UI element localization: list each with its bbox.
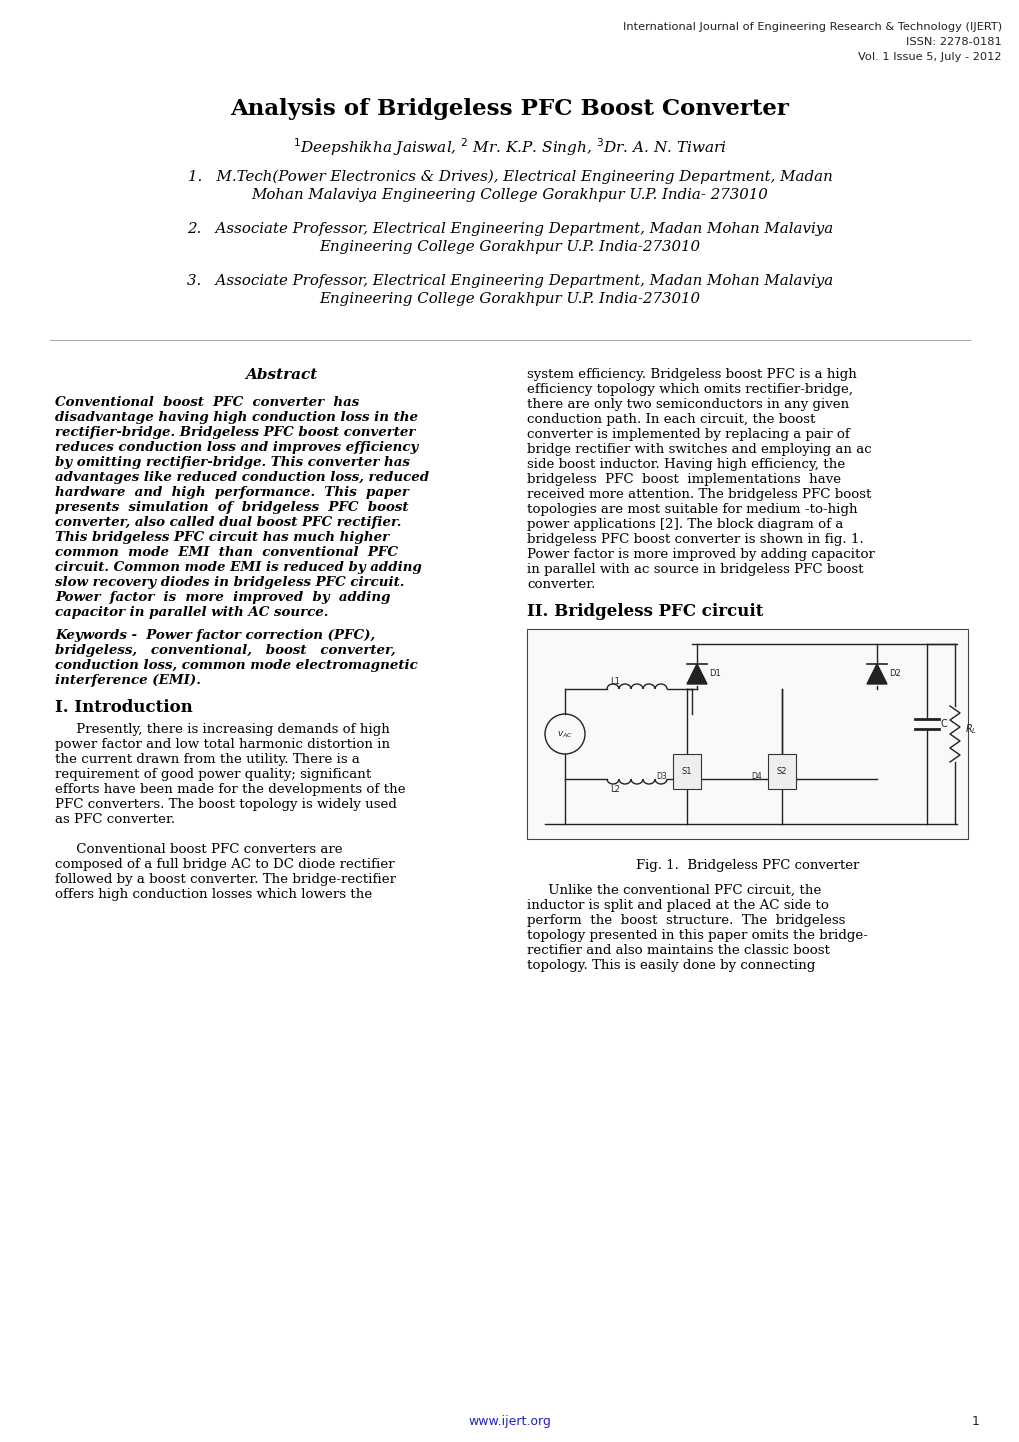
Text: conduction loss, common mode electromagnetic: conduction loss, common mode electromagn… bbox=[55, 659, 418, 672]
Text: 2.   Associate Professor, Electrical Engineering Department, Madan Mohan Malaviy: 2. Associate Professor, Electrical Engin… bbox=[186, 222, 833, 236]
Text: Vol. 1 Issue 5, July - 2012: Vol. 1 Issue 5, July - 2012 bbox=[858, 52, 1001, 62]
Text: Engineering College Gorakhpur U.P. India-273010: Engineering College Gorakhpur U.P. India… bbox=[319, 291, 700, 306]
Text: D4: D4 bbox=[751, 771, 761, 782]
Text: received more attention. The bridgeless PFC boost: received more attention. The bridgeless … bbox=[527, 487, 870, 500]
Text: converter.: converter. bbox=[527, 578, 595, 591]
Text: Analysis of Bridgeless PFC Boost Converter: Analysis of Bridgeless PFC Boost Convert… bbox=[230, 98, 789, 120]
Text: Power factor is more improved by adding capacitor: Power factor is more improved by adding … bbox=[527, 548, 874, 561]
Text: C: C bbox=[941, 720, 947, 730]
Text: $R_L$: $R_L$ bbox=[964, 722, 976, 735]
Text: Fig. 1.  Bridgeless PFC converter: Fig. 1. Bridgeless PFC converter bbox=[635, 859, 858, 872]
Text: followed by a boost converter. The bridge-rectifier: followed by a boost converter. The bridg… bbox=[55, 872, 395, 885]
Text: L1: L1 bbox=[609, 676, 620, 686]
Text: reduces conduction loss and improves efficiency: reduces conduction loss and improves eff… bbox=[55, 441, 418, 454]
Text: L2: L2 bbox=[609, 784, 620, 795]
Text: 1: 1 bbox=[971, 1415, 979, 1428]
Text: topology. This is easily done by connecting: topology. This is easily done by connect… bbox=[527, 959, 814, 972]
Text: Unlike the conventional PFC circuit, the: Unlike the conventional PFC circuit, the bbox=[527, 884, 820, 897]
Text: circuit. Common mode EMI is reduced by adding: circuit. Common mode EMI is reduced by a… bbox=[55, 561, 422, 574]
Text: topologies are most suitable for medium -to-high: topologies are most suitable for medium … bbox=[527, 503, 857, 516]
Text: rectifier and also maintains the classic boost: rectifier and also maintains the classic… bbox=[527, 945, 829, 957]
Text: $v_{AC}$: $v_{AC}$ bbox=[556, 730, 573, 740]
Text: Conventional  boost  PFC  converter  has: Conventional boost PFC converter has bbox=[55, 397, 359, 410]
Text: presents  simulation  of  bridgeless  PFC  boost: presents simulation of bridgeless PFC bo… bbox=[55, 500, 408, 513]
Polygon shape bbox=[687, 663, 706, 684]
Text: Conventional boost PFC converters are: Conventional boost PFC converters are bbox=[55, 844, 342, 857]
Text: power factor and low total harmonic distortion in: power factor and low total harmonic dist… bbox=[55, 738, 389, 751]
Text: advantages like reduced conduction loss, reduced: advantages like reduced conduction loss,… bbox=[55, 472, 429, 485]
Text: D3: D3 bbox=[655, 771, 666, 782]
Text: Power  factor  is  more  improved  by  adding: Power factor is more improved by adding bbox=[55, 591, 390, 604]
Text: by omitting rectifier-bridge. This converter has: by omitting rectifier-bridge. This conve… bbox=[55, 456, 410, 469]
Text: side boost inductor. Having high efficiency, the: side boost inductor. Having high efficie… bbox=[527, 459, 845, 472]
Text: offers high conduction losses which lowers the: offers high conduction losses which lowe… bbox=[55, 888, 372, 901]
Text: inductor is split and placed at the AC side to: inductor is split and placed at the AC s… bbox=[527, 898, 828, 911]
Text: in parallel with ac source in bridgeless PFC boost: in parallel with ac source in bridgeless… bbox=[527, 562, 863, 575]
Text: Mohan Malaviya Engineering College Gorakhpur U.P. India- 273010: Mohan Malaviya Engineering College Gorak… bbox=[252, 187, 767, 202]
Text: bridgeless PFC boost converter is shown in fig. 1.: bridgeless PFC boost converter is shown … bbox=[527, 534, 863, 547]
Text: capacitor in parallel with AC source.: capacitor in parallel with AC source. bbox=[55, 606, 328, 619]
Text: S2: S2 bbox=[776, 767, 787, 776]
Text: there are only two semiconductors in any given: there are only two semiconductors in any… bbox=[527, 398, 849, 411]
Text: PFC converters. The boost topology is widely used: PFC converters. The boost topology is wi… bbox=[55, 797, 396, 810]
Text: Abstract: Abstract bbox=[245, 368, 317, 382]
Text: bridgeless,   conventional,   boost   converter,: bridgeless, conventional, boost converte… bbox=[55, 645, 395, 658]
Text: I. Introduction: I. Introduction bbox=[55, 699, 193, 717]
Text: converter, also called dual boost PFC rectifier.: converter, also called dual boost PFC re… bbox=[55, 516, 401, 529]
Text: system efficiency. Bridgeless boost PFC is a high: system efficiency. Bridgeless boost PFC … bbox=[527, 368, 856, 381]
Text: converter is implemented by replacing a pair of: converter is implemented by replacing a … bbox=[527, 428, 849, 441]
Text: hardware  and  high  performance.  This  paper: hardware and high performance. This pape… bbox=[55, 486, 409, 499]
Text: efficiency topology which omits rectifier-bridge,: efficiency topology which omits rectifie… bbox=[527, 384, 852, 397]
Polygon shape bbox=[866, 663, 887, 684]
Text: conduction path. In each circuit, the boost: conduction path. In each circuit, the bo… bbox=[527, 412, 815, 425]
Text: 1.   M.Tech(Power Electronics & Drives), Electrical Engineering Department, Mada: 1. M.Tech(Power Electronics & Drives), E… bbox=[187, 170, 832, 185]
Text: rectifier-bridge. Bridgeless PFC boost converter: rectifier-bridge. Bridgeless PFC boost c… bbox=[55, 425, 415, 438]
Text: power applications [2]. The block diagram of a: power applications [2]. The block diagra… bbox=[527, 518, 843, 531]
Text: efforts have been made for the developments of the: efforts have been made for the developme… bbox=[55, 783, 406, 796]
Text: International Journal of Engineering Research & Technology (IJERT): International Journal of Engineering Res… bbox=[623, 22, 1001, 32]
Text: common  mode  EMI  than  conventional  PFC: common mode EMI than conventional PFC bbox=[55, 547, 397, 559]
Text: perform  the  boost  structure.  The  bridgeless: perform the boost structure. The bridgel… bbox=[527, 914, 845, 927]
Text: D2: D2 bbox=[889, 669, 900, 679]
Text: ISSN: 2278-0181: ISSN: 2278-0181 bbox=[905, 37, 1001, 48]
Text: Keywords -  Power factor correction (PFC),: Keywords - Power factor correction (PFC)… bbox=[55, 629, 375, 642]
Bar bbox=[673, 754, 700, 789]
Text: requirement of good power quality; significant: requirement of good power quality; signi… bbox=[55, 769, 371, 782]
Text: bridge rectifier with switches and employing an ac: bridge rectifier with switches and emplo… bbox=[527, 443, 871, 456]
Bar bbox=[767, 754, 795, 789]
Bar bbox=[527, 629, 967, 839]
Text: D1: D1 bbox=[708, 669, 720, 679]
Text: as PFC converter.: as PFC converter. bbox=[55, 813, 175, 826]
Text: interference (EMI).: interference (EMI). bbox=[55, 673, 201, 686]
Text: www.ijert.org: www.ijert.org bbox=[468, 1415, 551, 1428]
Text: topology presented in this paper omits the bridge-: topology presented in this paper omits t… bbox=[527, 929, 867, 942]
Text: disadvantage having high conduction loss in the: disadvantage having high conduction loss… bbox=[55, 411, 418, 424]
Text: This bridgeless PFC circuit has much higher: This bridgeless PFC circuit has much hig… bbox=[55, 531, 388, 544]
Text: the current drawn from the utility. There is a: the current drawn from the utility. Ther… bbox=[55, 753, 360, 766]
Text: bridgeless  PFC  boost  implementations  have: bridgeless PFC boost implementations hav… bbox=[527, 473, 841, 486]
Text: composed of a full bridge AC to DC diode rectifier: composed of a full bridge AC to DC diode… bbox=[55, 858, 394, 871]
Text: Engineering College Gorakhpur U.P. India-273010: Engineering College Gorakhpur U.P. India… bbox=[319, 239, 700, 254]
Text: S1: S1 bbox=[681, 767, 692, 776]
Text: Presently, there is increasing demands of high: Presently, there is increasing demands o… bbox=[55, 722, 389, 735]
Text: $^{1}$Deepshikha Jaiswal, $^{2}$ Mr. K.P. Singh, $^{3}$Dr. A. N. Tiwari: $^{1}$Deepshikha Jaiswal, $^{2}$ Mr. K.P… bbox=[292, 136, 727, 157]
Text: II. Bridgeless PFC circuit: II. Bridgeless PFC circuit bbox=[527, 603, 762, 620]
Text: 3.   Associate Professor, Electrical Engineering Department, Madan Mohan Malaviy: 3. Associate Professor, Electrical Engin… bbox=[186, 274, 833, 288]
Text: slow recovery diodes in bridgeless PFC circuit.: slow recovery diodes in bridgeless PFC c… bbox=[55, 575, 404, 588]
